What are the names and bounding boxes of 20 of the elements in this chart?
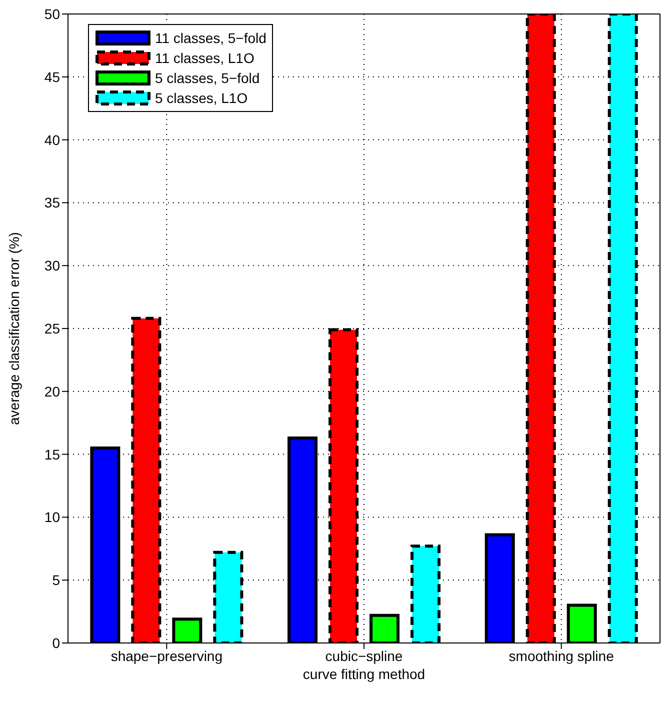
legend-label: 5 classes, 5−fold [155, 70, 260, 86]
x-tick-label: cubic−spline [325, 648, 403, 664]
y-tick-label: 5 [52, 572, 60, 588]
x-axis-title: curve fitting method [302, 666, 426, 682]
x-tick-label: shape−preserving [110, 648, 223, 664]
legend-label: 11 classes, L1O [155, 50, 254, 66]
y-tick-label: 30 [44, 258, 60, 274]
y-tick-label: 0 [52, 634, 60, 651]
x-tick-label: smoothing spline [508, 648, 614, 664]
y-tick-label: 50 [44, 6, 60, 22]
y-tick-label: 10 [44, 509, 60, 526]
y-tick-label: 20 [44, 383, 60, 400]
y-axis-title: average classification error (%) [6, 232, 22, 425]
legend-label: 11 classes, 5−fold [155, 30, 266, 46]
y-tick-label: 35 [44, 194, 60, 211]
legend-label: 5 classes, L1O [155, 90, 248, 106]
y-tick-label: 25 [44, 320, 60, 336]
y-tick-label: 45 [44, 68, 60, 85]
y-tick-label: 40 [44, 132, 60, 148]
y-tick-label: 15 [44, 446, 60, 462]
